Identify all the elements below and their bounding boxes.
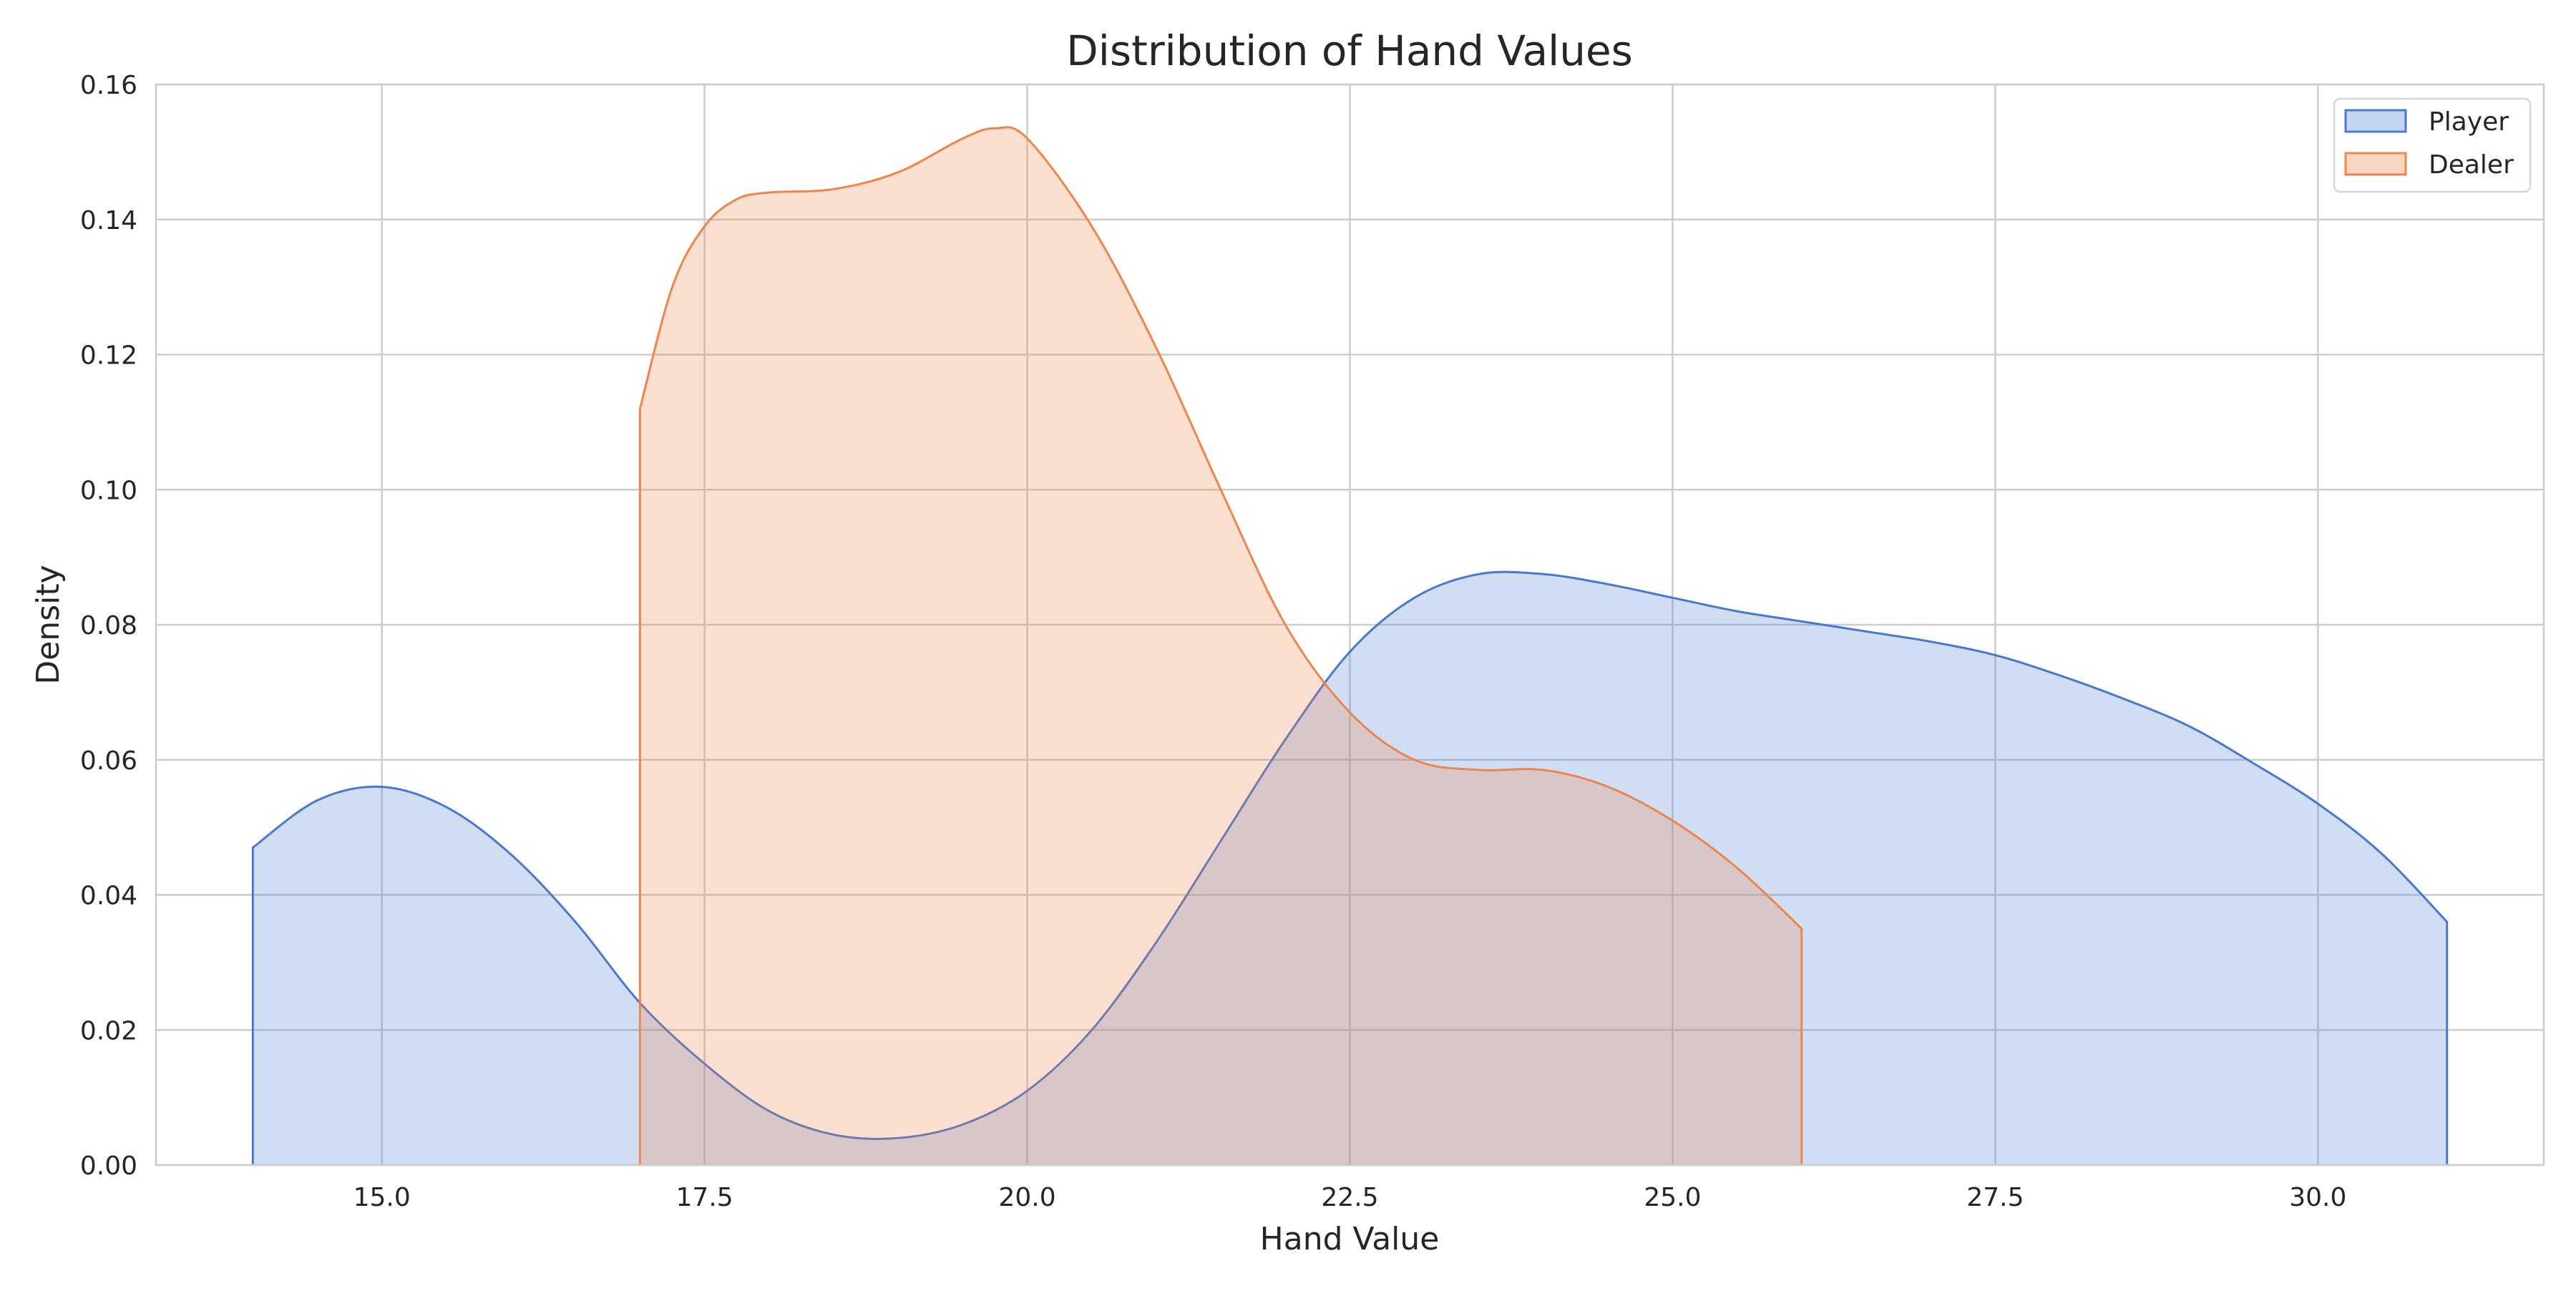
- x-tick-label: 27.5: [1966, 1183, 2024, 1212]
- legend-swatch-player: [2344, 109, 2407, 133]
- y-tick-label: 0.02: [80, 1016, 137, 1046]
- series-layer: [251, 126, 2449, 1166]
- x-axis-label: Hand Value: [1260, 1221, 1440, 1257]
- y-tick-label: 0.12: [80, 341, 137, 371]
- x-tick-label: 15.0: [353, 1183, 411, 1212]
- y-axis-label: Density: [30, 565, 67, 684]
- legend-swatch-dealer: [2344, 152, 2407, 176]
- x-tick-label: 30.0: [2289, 1183, 2346, 1212]
- y-tick-label: 0.10: [80, 476, 137, 505]
- density-line-player: [251, 570, 2449, 1165]
- x-tick-label: 22.5: [1321, 1183, 1378, 1212]
- x-tick-label: 20.0: [998, 1183, 1055, 1212]
- x-tick-label: 17.5: [676, 1183, 733, 1212]
- y-tick-label: 0.00: [80, 1151, 137, 1181]
- legend: Player Dealer: [2333, 97, 2532, 193]
- y-tick-label: 0.06: [80, 746, 137, 776]
- plot-frame: [155, 83, 2545, 1166]
- legend-label-dealer: Dealer: [2429, 150, 2514, 180]
- density-area-player: [253, 572, 2447, 1165]
- y-tick-label: 0.16: [80, 71, 137, 100]
- legend-label-player: Player: [2429, 107, 2509, 137]
- y-tick-label: 0.14: [80, 206, 137, 235]
- density-area-dealer: [640, 127, 1802, 1166]
- y-tick-label: 0.04: [80, 882, 137, 911]
- y-tick-label: 0.08: [80, 611, 137, 640]
- tick-labels: 15.0 17.5 20.0 22.5 25.0 27.5 30.0 0.00 0.02 0.04…: [80, 71, 2347, 1212]
- chart-title: Distribution of Hand Values: [1066, 26, 1633, 75]
- density-line-dealer: [638, 126, 1803, 1165]
- x-tick-label: 25.0: [1644, 1183, 1701, 1212]
